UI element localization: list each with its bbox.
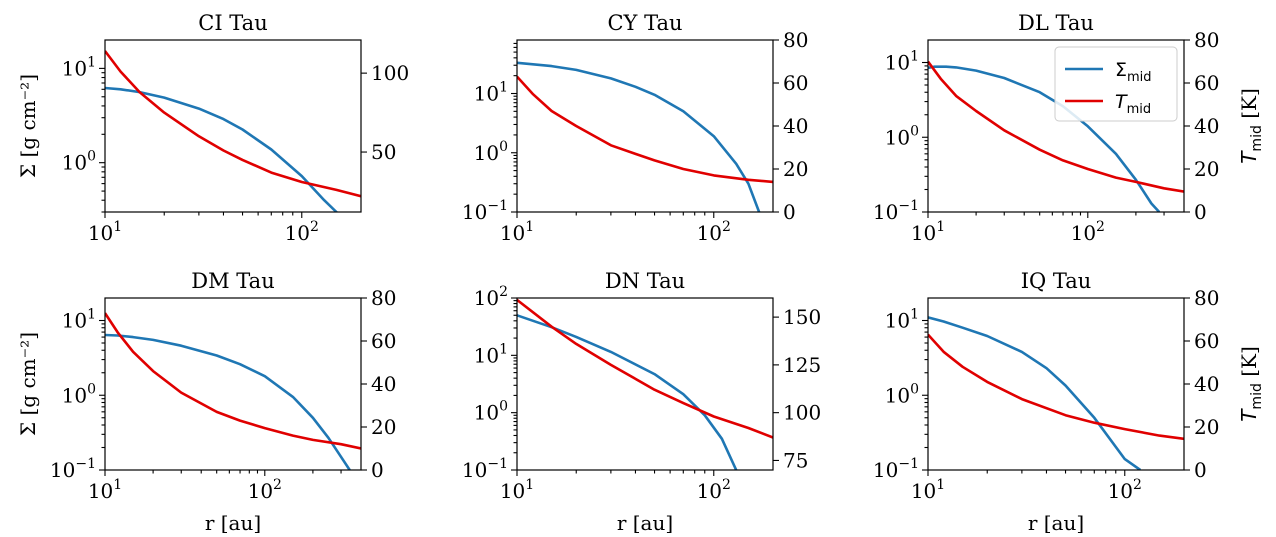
y2-tick-label: 50 — [371, 140, 396, 164]
y2-tick-label: 150 — [783, 305, 821, 329]
plot-frame — [927, 297, 1185, 471]
subplot-2: CY Tau 101 102 101 100 10−1 80 60 40 20 0 — [462, 11, 809, 245]
y-tick-label: 101 — [62, 54, 96, 80]
y-tick-label: 100 — [62, 381, 96, 407]
x-tick-label: 102 — [1071, 219, 1105, 245]
y2-tick-label: 0 — [1194, 200, 1207, 224]
plot-frame — [104, 39, 362, 213]
legend-box — [1054, 46, 1178, 122]
x-tick-label: 102 — [697, 477, 731, 503]
y2-tick-label: 60 — [371, 329, 396, 353]
t-mid-line — [517, 298, 773, 439]
sigma-mid-line — [928, 65, 1161, 212]
t-mid-line — [928, 60, 1184, 193]
x-tick-label: 101 — [88, 477, 122, 503]
y2-tick-label: 80 — [371, 286, 396, 310]
x-tick-label: 101 — [911, 477, 945, 503]
plot-frame — [516, 297, 774, 471]
y-tick-label: 10−1 — [873, 456, 919, 482]
subplot-title: DM Tau — [191, 269, 274, 293]
y2-tick-label: 0 — [1194, 458, 1207, 482]
x-tick-label: 101 — [911, 219, 945, 245]
subplot-4: DM Tau 101 102 101 100 10−1 80 60 40 20 0 r [au] Σ [… — [16, 269, 396, 535]
y2-axis-label: Tmid [K] — [1237, 346, 1265, 422]
y-tick-label: 101 — [474, 341, 508, 367]
t-mid-line — [928, 333, 1184, 441]
x-axis-label: r [au] — [1028, 511, 1084, 535]
subplot-3: DL Tau 101 102 101 100 10−1 80 60 40 20 0 Tmid [K] Σ… — [873, 11, 1265, 245]
sigma-mid-line — [105, 86, 339, 212]
subplot-title: IQ Tau — [1021, 269, 1092, 293]
y-axis-label: Σ [g cm⁻²] — [16, 74, 40, 178]
sigma-mid-line — [928, 316, 1142, 470]
x-axis-label: r [au] — [205, 511, 261, 535]
subplot-title: CY Tau — [607, 11, 682, 35]
y2-tick-label: 60 — [1194, 329, 1219, 353]
y2-tick-label: 20 — [1194, 415, 1219, 439]
subplot-5: DN Tau 101 102 102 101 100 10−1 150 125 100 75 r [a… — [462, 269, 821, 535]
y2-tick-label: 40 — [783, 114, 808, 138]
y2-tick-label: 80 — [1194, 28, 1219, 52]
y-tick-label: 102 — [474, 284, 508, 310]
plot-frame — [104, 297, 362, 471]
y2-tick-label: 40 — [1194, 114, 1219, 138]
y2-tick-label: 60 — [783, 71, 808, 95]
y2-tick-label: 0 — [783, 200, 796, 224]
y2-tick-label: 40 — [1194, 372, 1219, 396]
t-mid-line — [105, 312, 361, 450]
y-tick-label: 100 — [474, 399, 508, 425]
y2-axis-label: Tmid [K] — [1237, 88, 1265, 164]
y2-tick-label: 20 — [783, 157, 808, 181]
y-tick-label: 10−1 — [50, 456, 96, 482]
y2-tick-label: 100 — [371, 61, 409, 85]
y2-tick-label: 100 — [783, 401, 821, 425]
y2-tick-label: 80 — [783, 28, 808, 52]
y2-tick-label: 60 — [1194, 71, 1219, 95]
x-tick-label: 101 — [88, 219, 122, 245]
y2-tick-label: 20 — [371, 415, 396, 439]
sigma-mid-line — [517, 314, 738, 470]
y-axis-label: Σ [g cm⁻²] — [16, 332, 40, 436]
y-tick-label: 10−1 — [462, 456, 508, 482]
y-tick-label: 100 — [885, 381, 919, 407]
legend-label: Σmid — [1115, 59, 1152, 85]
subplot-6: IQ Tau 101 102 101 100 10−1 80 60 40 20 0 r [au] Tmi… — [873, 269, 1265, 535]
y-tick-label: 101 — [62, 307, 96, 333]
y-tick-label: 101 — [885, 307, 919, 333]
y2-tick-label: 40 — [371, 372, 396, 396]
y2-tick-label: 75 — [783, 448, 808, 472]
legend: Σmid Tmid — [1054, 46, 1178, 122]
x-tick-label: 102 — [285, 219, 319, 245]
y-tick-label: 101 — [474, 80, 508, 106]
t-mid-line — [105, 50, 361, 198]
sigma-mid-line — [105, 333, 351, 470]
y2-tick-label: 20 — [1194, 157, 1219, 181]
y-tick-label: 100 — [885, 123, 919, 149]
t-mid-line — [517, 75, 773, 184]
x-tick-label: 102 — [1108, 477, 1142, 503]
subplot-1: CI Tau 101 102 101 100 100 50 Σ [g cm⁻²] — [16, 11, 409, 245]
x-tick-label: 102 — [248, 477, 282, 503]
subplot-title: DN Tau — [605, 269, 685, 293]
plot-frame — [516, 39, 774, 213]
sigma-mid-line — [517, 61, 761, 212]
y2-tick-label: 0 — [371, 458, 384, 482]
plot-frame — [927, 39, 1185, 213]
legend-label: Tmid — [1115, 91, 1151, 117]
y2-tick-label: 125 — [783, 353, 821, 377]
subplot-title: CI Tau — [198, 11, 267, 35]
y-tick-label: 100 — [474, 139, 508, 165]
y-tick-label: 100 — [62, 149, 96, 175]
y-tick-label: 10−1 — [873, 198, 919, 224]
x-tick-label: 102 — [697, 219, 731, 245]
x-axis-label: r [au] — [617, 511, 673, 535]
y-tick-label: 10−1 — [462, 198, 508, 224]
y-tick-label: 101 — [885, 49, 919, 75]
y2-tick-label: 80 — [1194, 286, 1219, 310]
x-tick-label: 101 — [500, 219, 534, 245]
x-tick-label: 101 — [500, 477, 534, 503]
subplot-title: DL Tau — [1018, 11, 1094, 35]
